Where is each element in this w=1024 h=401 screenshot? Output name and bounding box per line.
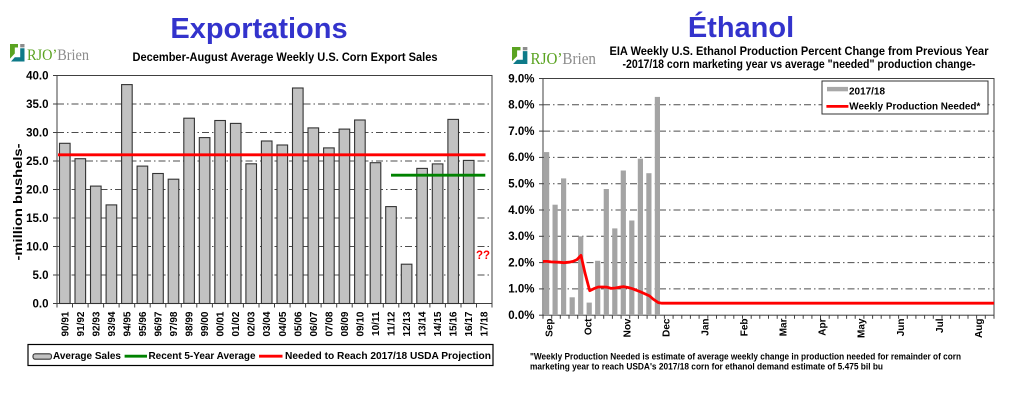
svg-text:marketing year to reach USDA's: marketing year to reach USDA's 2017/18 c… (530, 362, 883, 372)
svg-text:Exportations: Exportations (170, 13, 347, 45)
svg-text:97/98: 97/98 (169, 311, 180, 336)
svg-text:98/99: 98/99 (185, 311, 196, 336)
svg-text:03/04: 03/04 (262, 311, 273, 336)
svg-text:92/93: 92/93 (91, 311, 102, 336)
svg-text:12/13: 12/13 (402, 311, 413, 336)
svg-text:94/95: 94/95 (122, 311, 133, 336)
svg-text:"Weekly Production Needed is e: "Weekly Production Needed is estimate of… (530, 352, 961, 362)
svg-text:5.0: 5.0 (33, 270, 49, 282)
svg-text:91/92: 91/92 (76, 311, 87, 336)
svg-text:May: May (857, 318, 868, 338)
svg-text:Nov: Nov (622, 318, 633, 337)
svg-text:11/12: 11/12 (387, 311, 398, 336)
svg-text:2.0%: 2.0% (508, 257, 534, 269)
svg-text:-2017/18 corn marketing year v: -2017/18 corn marketing year vs average … (623, 59, 976, 71)
svg-text:0.0: 0.0 (33, 298, 49, 310)
svg-text:6.0%: 6.0% (508, 152, 534, 164)
svg-text:December-August Average Weekly: December-August Average Weekly U.S. Corn… (133, 52, 438, 64)
svg-text:13/14: 13/14 (418, 311, 429, 336)
svg-text:10.0: 10.0 (26, 241, 48, 253)
svg-text:14/15: 14/15 (433, 311, 444, 336)
svg-text:Jul: Jul (935, 318, 946, 333)
svg-text:-million bushels-: -million bushels- (13, 143, 25, 260)
svg-text:8.0%: 8.0% (508, 100, 534, 112)
svg-text:25.0: 25.0 (26, 156, 48, 168)
svg-text:15/16: 15/16 (449, 311, 460, 336)
svg-text:??: ?? (476, 250, 490, 262)
svg-text:01/02: 01/02 (231, 311, 242, 336)
svg-text:Mar: Mar (779, 318, 790, 336)
svg-text:99/00: 99/00 (200, 311, 211, 336)
svg-text:Recent 5-Year Average: Recent 5-Year Average (149, 350, 256, 362)
svg-text:1.0%: 1.0% (508, 284, 534, 296)
svg-text:EIA Weekly U.S. Ethanol Produc: EIA Weekly U.S. Ethanol Production Perce… (610, 46, 989, 58)
svg-text:35.0: 35.0 (26, 99, 48, 111)
svg-text:5.0%: 5.0% (508, 179, 534, 191)
svg-text:15.0: 15.0 (26, 213, 48, 225)
svg-text:17/18: 17/18 (480, 311, 491, 336)
svg-text:02/03: 02/03 (247, 311, 258, 336)
svg-text:20.0: 20.0 (26, 184, 48, 196)
svg-text:06/07: 06/07 (309, 311, 320, 336)
svg-text:RJO’Brien: RJO’Brien (27, 47, 89, 64)
svg-text:90/91: 90/91 (60, 311, 71, 336)
svg-text:2017/18: 2017/18 (849, 85, 885, 97)
svg-text:40.0: 40.0 (26, 70, 48, 82)
svg-text:Feb: Feb (740, 319, 751, 337)
svg-text:Jun: Jun (896, 319, 907, 337)
svg-text:93/94: 93/94 (107, 311, 118, 336)
svg-text:16/17: 16/17 (464, 311, 475, 336)
svg-text:09/10: 09/10 (355, 311, 366, 336)
svg-text:10/11: 10/11 (371, 311, 382, 336)
svg-text:0.0%: 0.0% (508, 310, 534, 322)
svg-text:Sep: Sep (544, 319, 555, 337)
svg-text:Apr: Apr (818, 318, 829, 335)
svg-text:07/08: 07/08 (324, 311, 335, 336)
svg-text:00/01: 00/01 (216, 311, 227, 336)
svg-text:Oct: Oct (583, 318, 594, 335)
svg-text:95/96: 95/96 (138, 311, 149, 336)
svg-text:Aug: Aug (974, 319, 985, 338)
svg-text:30.0: 30.0 (26, 127, 48, 139)
svg-text:Dec: Dec (662, 318, 673, 337)
svg-text:3.0%: 3.0% (508, 231, 534, 243)
svg-text:4.0%: 4.0% (508, 205, 534, 217)
svg-text:Éthanol: Éthanol (688, 10, 794, 44)
svg-text:9.0%: 9.0% (508, 73, 534, 85)
svg-text:04/05: 04/05 (278, 311, 289, 336)
svg-text:96/97: 96/97 (154, 311, 165, 336)
svg-text:Weekly Production Needed*: Weekly Production Needed* (849, 102, 980, 113)
svg-text:RJO’Brien: RJO’Brien (531, 49, 597, 68)
svg-text:08/09: 08/09 (340, 311, 351, 336)
svg-text:7.0%: 7.0% (508, 126, 534, 138)
svg-text:Needed to Reach 2017/18 USDA P: Needed to Reach 2017/18 USDA Projection (285, 350, 491, 362)
svg-text:Jan: Jan (701, 319, 712, 336)
svg-text:Average Sales: Average Sales (53, 350, 121, 362)
svg-text:05/06: 05/06 (293, 311, 304, 336)
